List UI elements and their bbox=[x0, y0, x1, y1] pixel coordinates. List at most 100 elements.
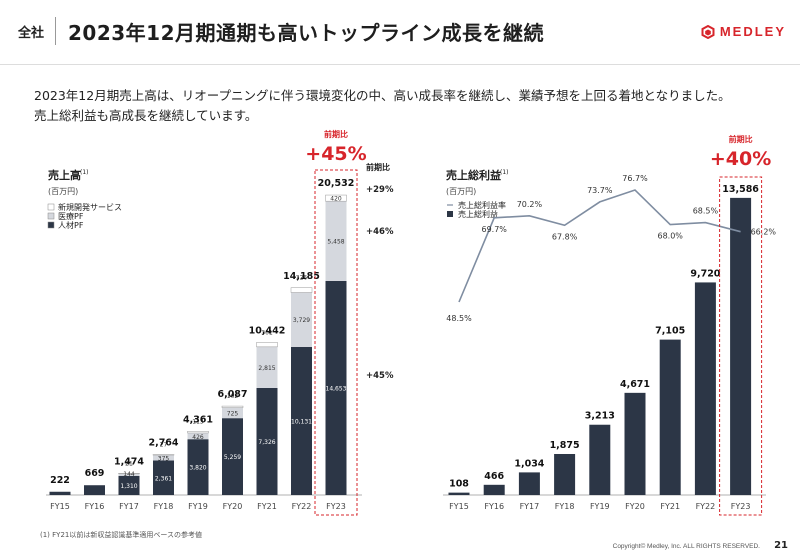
sales-legend-swatch bbox=[47, 203, 55, 211]
sales-total-label: 4,361 bbox=[183, 414, 213, 425]
sales-bar-segment bbox=[187, 439, 209, 495]
page-number: 21 bbox=[774, 540, 788, 551]
page-title: 2023年12月期通期も高いトップライン成長を継続 bbox=[68, 21, 544, 45]
header-divider bbox=[55, 17, 56, 45]
header-rule bbox=[0, 64, 800, 65]
sales-bar-segment bbox=[187, 432, 209, 440]
gp-bar bbox=[483, 484, 505, 495]
sales-segment-label: 5,458 bbox=[327, 239, 344, 246]
sales-yoy-total-label: 前期比 bbox=[324, 129, 348, 139]
gp-margin-line bbox=[458, 189, 741, 303]
lead-line-2: 売上総利益も高成長を継続しています。 bbox=[34, 108, 258, 123]
sales-category-label: FY18 bbox=[154, 502, 174, 511]
sales-bar-segment bbox=[221, 405, 244, 408]
gp-value-label: 13,586 bbox=[722, 184, 759, 195]
sales-total-label: 6,087 bbox=[217, 389, 247, 400]
header: 全社 2023年12月期通期も高いトップライン成長を継続 MEDLEY bbox=[0, 0, 800, 66]
sales-segment-label: 375 bbox=[158, 456, 170, 463]
sales-segment-label: 301 bbox=[261, 329, 273, 336]
lead-text: 2023年12月期売上高は、リオープニングに伴う環境変化の中、高い成長率を継続し… bbox=[34, 86, 731, 126]
gp-value-label: 7,105 bbox=[655, 326, 685, 337]
sales-category-label: FY23 bbox=[326, 502, 346, 511]
gp-value-label: 108 bbox=[449, 479, 469, 490]
gp-margin-label: 73.7% bbox=[587, 186, 613, 195]
gp-value-label: 4,671 bbox=[620, 379, 650, 390]
sales-bar-segment bbox=[256, 346, 278, 388]
sales-segment-label: 14,653 bbox=[326, 385, 347, 392]
gp-category-label: FY15 bbox=[449, 502, 469, 511]
sales-segment-label: 113 bbox=[192, 418, 204, 425]
gp-bar bbox=[518, 472, 540, 495]
charts-area: 売上高 (1)(百万円)新規開発サービス医療PF人材PF222FY15669FY1… bbox=[46, 129, 776, 516]
gp-chart-unit: (百万円) bbox=[446, 187, 476, 196]
scope-label: 全社 bbox=[18, 26, 45, 41]
gp-yoy-total-label: 前期比 bbox=[729, 134, 753, 144]
sales-segment-label: 426 bbox=[192, 434, 204, 441]
sales-segment-label: 102 bbox=[227, 393, 239, 400]
sales-segment-label: 326 bbox=[296, 275, 308, 282]
gp-value-label: 466 bbox=[484, 471, 504, 482]
sales-segment-label: 725 bbox=[227, 410, 239, 417]
sales-bar-segment bbox=[84, 485, 105, 495]
gp-value-label: 1,875 bbox=[550, 440, 580, 451]
gp-category-label: FY19 bbox=[590, 502, 610, 511]
gp-chart-title: 売上総利益 bbox=[446, 168, 501, 182]
sales-category-label: FY16 bbox=[85, 502, 105, 511]
sales-total-label: 20,532 bbox=[318, 178, 355, 189]
gp-legend-label: 売上総利益 bbox=[458, 209, 498, 219]
gp-bar bbox=[624, 392, 646, 495]
gp-fy23-highlight bbox=[719, 176, 763, 516]
sales-bar-segment bbox=[118, 473, 140, 476]
sales-chart-title: 売上高 bbox=[48, 168, 81, 182]
sales-segment-label: 3,820 bbox=[189, 465, 206, 472]
gp-category-label: FY18 bbox=[555, 502, 575, 511]
gp-bar bbox=[730, 197, 752, 495]
sales-bar-segment bbox=[187, 431, 209, 434]
medley-logo: MEDLEY bbox=[701, 24, 786, 39]
gp-category-label: FY23 bbox=[731, 502, 751, 511]
sales-legend-label: 新規開発サービス bbox=[58, 202, 122, 212]
sales-chart-title-note: (1) bbox=[80, 169, 89, 176]
sales-bar-segment bbox=[118, 475, 140, 495]
sales-segment-label: 144 bbox=[123, 471, 135, 478]
sales-segment-label: 10,131 bbox=[291, 418, 312, 425]
sales-bar-segment bbox=[325, 194, 347, 202]
sales-yoy-segment: +46% bbox=[366, 227, 394, 237]
sales-segment-label: 2,815 bbox=[258, 365, 275, 372]
sales-segment-label: 3,729 bbox=[293, 317, 310, 324]
sales-bar-segment bbox=[325, 280, 347, 495]
gp-value-label: 9,720 bbox=[690, 268, 720, 279]
gp-margin-label: 70.2% bbox=[517, 200, 543, 209]
sales-total-label: 2,764 bbox=[148, 438, 178, 449]
sales-bar-segment bbox=[325, 201, 347, 281]
sales-segment-label: 21 bbox=[125, 460, 133, 467]
sales-segment-label: 27 bbox=[160, 442, 168, 449]
gp-category-label: FY21 bbox=[660, 502, 680, 511]
sales-legend-swatch bbox=[47, 221, 55, 229]
sales-total-label: 222 bbox=[50, 475, 70, 486]
gp-chart-title-note: (1) bbox=[500, 169, 509, 176]
gp-bar bbox=[448, 492, 470, 495]
sales-yoy-segment: +45% bbox=[366, 371, 394, 381]
gp-bar bbox=[589, 424, 611, 495]
sales-yoy-total-value: +45% bbox=[305, 143, 366, 165]
gp-margin-label: 76.7% bbox=[622, 174, 648, 183]
sales-category-label: FY19 bbox=[188, 502, 208, 511]
sales-bar-segment bbox=[49, 491, 71, 495]
gp-legend-bar-swatch bbox=[447, 211, 453, 217]
sales-yoy-segment: +29% bbox=[366, 185, 394, 195]
sales-legend-label: 人材PF bbox=[58, 220, 84, 230]
gp-category-label: FY16 bbox=[484, 502, 504, 511]
gp-legend-label: 売上総利益率 bbox=[458, 200, 506, 210]
sales-legend-swatch bbox=[47, 212, 55, 220]
sales-bar-segment bbox=[256, 387, 278, 495]
sales-segment-label: 5,259 bbox=[224, 454, 241, 461]
gp-value-label: 1,034 bbox=[514, 458, 544, 469]
sales-bar-segment bbox=[290, 287, 313, 293]
sales-segment-label: 1,310 bbox=[120, 483, 137, 490]
sales-total-label: 14,185 bbox=[283, 271, 320, 282]
sales-category-label: FY20 bbox=[223, 502, 243, 511]
logo-text: MEDLEY bbox=[719, 24, 786, 39]
lead-line-1: 2023年12月期売上高は、リオープニングに伴う環境変化の中、高い成長率を継続し… bbox=[34, 88, 731, 103]
gp-bar bbox=[694, 282, 716, 495]
